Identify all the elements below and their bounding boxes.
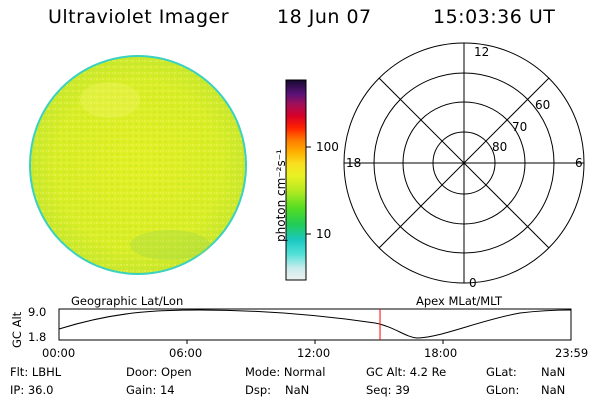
info-mode: Mode: Normal bbox=[245, 365, 326, 379]
polar-lat-80: 80 bbox=[492, 140, 508, 154]
polar-label-right: 6 bbox=[575, 156, 583, 170]
info-gain: Gain: 14 bbox=[126, 383, 175, 397]
altitude-curve bbox=[58, 309, 572, 339]
info-gc-alt: GC Alt: 4.2 Re bbox=[366, 365, 447, 379]
polar-plot bbox=[343, 42, 585, 284]
info-door: Door: Open bbox=[126, 365, 192, 379]
info-filter: Flt: LBHL bbox=[10, 365, 62, 379]
info-glon-value: NaN bbox=[541, 383, 566, 397]
date-label: 18 Jun 07 bbox=[277, 6, 372, 28]
polar-label-top: 12 bbox=[474, 45, 490, 59]
timeline-y-tick-bottom: 1.8 bbox=[28, 330, 47, 344]
timeline-y-tick-top: 9.0 bbox=[28, 305, 47, 319]
colorbar-tick-10: 10 bbox=[316, 227, 332, 241]
uv-image-disk bbox=[29, 55, 247, 275]
info-glat-label: GLat: bbox=[486, 365, 517, 379]
info-dsp-value: NaN bbox=[285, 383, 310, 397]
colorbar-tick-100: 100 bbox=[316, 140, 339, 154]
timeline-x-tick: 06:00 bbox=[169, 346, 203, 360]
polar-lat-60: 60 bbox=[535, 98, 551, 112]
timeline-right-title: Apex MLat/MLT bbox=[416, 294, 503, 308]
timeline-x-tick: 18:00 bbox=[424, 346, 458, 360]
timeline-panel bbox=[58, 308, 572, 344]
info-ip: IP: 36.0 bbox=[10, 383, 54, 397]
info-glon-label: GLon: bbox=[486, 383, 520, 397]
app-title: Ultraviolet Imager bbox=[48, 6, 230, 28]
timeline-x-tick: 23:59 bbox=[555, 346, 589, 360]
info-dsp-label: Dsp: bbox=[245, 383, 272, 397]
polar-label-bottom: 0 bbox=[469, 276, 477, 290]
colorbar-axis-label: photon cm⁻²s⁻¹ bbox=[274, 149, 288, 242]
colorbar bbox=[285, 79, 311, 281]
time-label: 15:03:36 UT bbox=[433, 6, 556, 28]
timeline-left-title: Geographic Lat/Lon bbox=[71, 294, 184, 308]
info-glat-value: NaN bbox=[541, 365, 566, 379]
polar-lat-70: 70 bbox=[512, 120, 528, 134]
info-seq: Seq: 39 bbox=[366, 383, 410, 397]
polar-label-left: 18 bbox=[346, 156, 362, 170]
timeline-x-tick: 12:00 bbox=[297, 346, 331, 360]
timeline-axis-label: GC Alt bbox=[10, 311, 24, 348]
timeline-x-tick: 00:00 bbox=[42, 346, 76, 360]
